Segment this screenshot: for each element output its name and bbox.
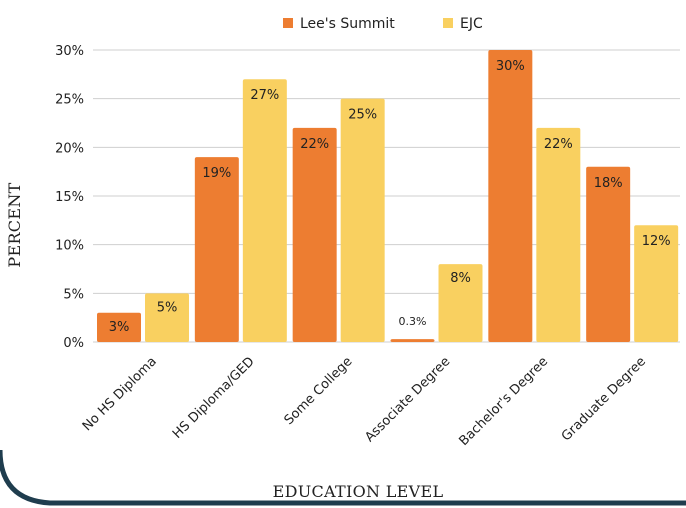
bar-ejc: [536, 127, 581, 342]
bar-ejc: [145, 293, 189, 342]
y-tick-label: 25%: [55, 93, 84, 108]
data-label: 0.3%: [399, 315, 427, 328]
legend-label: EJC: [460, 16, 483, 32]
data-label: 22%: [544, 137, 573, 152]
data-label: 3%: [109, 320, 130, 335]
bar-ejc: [634, 225, 679, 342]
x-axis-categories: No HS Diploma HS Diploma/GED Some College A…: [80, 354, 649, 449]
x-category-label: Bachelor's Degree: [456, 354, 551, 449]
legend-swatch: [443, 18, 453, 28]
bar-lees-summit: [390, 339, 435, 342]
x-category-label: Graduate Degree: [559, 354, 649, 444]
bar-lees-summit: [292, 127, 337, 342]
data-label: 12%: [642, 234, 671, 249]
legend-label: Lee's Summit: [300, 16, 395, 32]
data-label: 5%: [157, 300, 178, 315]
legend-swatch: [283, 18, 293, 28]
data-label: 22%: [300, 137, 329, 152]
x-category-label: Associate Degree: [362, 354, 453, 445]
x-category-label: No HS Diploma: [80, 354, 160, 434]
y-axis-title: PERCENT: [5, 182, 24, 267]
data-label: 18%: [594, 176, 623, 191]
bar-lees-summit: [488, 50, 533, 342]
bars: [97, 50, 679, 343]
data-label: 27%: [250, 88, 279, 103]
y-tick-label: 0%: [63, 336, 84, 351]
y-tick-label: 20%: [55, 141, 84, 156]
data-label: 25%: [348, 108, 377, 123]
bar-ejc: [438, 264, 483, 342]
x-category-label: HS Diploma/GED: [170, 354, 258, 442]
y-tick-label: 10%: [55, 239, 84, 254]
data-label: 19%: [202, 166, 231, 181]
x-axis-title: EDUCATION LEVEL: [273, 482, 444, 501]
bar-lees-summit: [194, 157, 239, 342]
data-label: 8%: [450, 271, 471, 286]
data-label: 30%: [496, 59, 525, 74]
frame-border: [0, 449, 686, 506]
gridlines: [93, 49, 680, 343]
y-tick-label: 5%: [63, 287, 84, 302]
legend: Lee's Summit EJC: [283, 16, 483, 32]
y-axis-ticks: 0% 5% 10% 15% 20% 25% 30%: [55, 44, 84, 351]
y-tick-label: 15%: [55, 190, 84, 205]
bar-ejc: [340, 98, 385, 343]
data-labels: 3% 5% 19% 27% 22% 25% 0.3% 8% 30% 22% 18% 12%: [109, 59, 671, 335]
bar-ejc: [242, 79, 287, 342]
bar-lees-summit: [97, 312, 141, 342]
x-category-label: Some College: [282, 354, 356, 428]
bar-lees-summit: [586, 166, 631, 342]
y-tick-label: 30%: [55, 44, 84, 59]
